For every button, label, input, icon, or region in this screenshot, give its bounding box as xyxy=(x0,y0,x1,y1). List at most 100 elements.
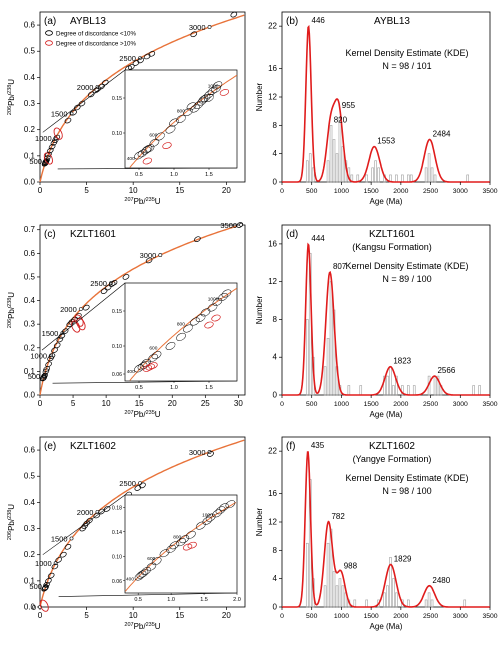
histogram-bar xyxy=(326,160,330,183)
age-label: 1500 xyxy=(51,109,68,118)
concordant-ellipse xyxy=(55,557,62,563)
inset-concordant-ellipse xyxy=(212,509,223,518)
inset-y-tick-label: 0.10 xyxy=(112,554,122,560)
concordant-ellipse xyxy=(100,288,108,294)
peak-label: 820 xyxy=(334,115,348,124)
inset-y-tick-label: 0.10 xyxy=(112,344,122,350)
histogram-bar xyxy=(430,167,434,183)
inset-concordant-ellipse xyxy=(176,538,186,547)
x-tick-label: 5 xyxy=(84,186,89,195)
inset-concordant-ellipse xyxy=(218,293,228,301)
y-tick-label: 0.2 xyxy=(24,343,36,352)
inset-discordant-ellipse xyxy=(187,541,197,549)
peak-label: 807 xyxy=(333,262,347,271)
peak-label: 1553 xyxy=(377,137,395,146)
inset-discordant-ellipse xyxy=(142,157,153,165)
concordant-ellipse xyxy=(122,274,130,280)
histogram-bar xyxy=(305,160,309,183)
concordant-ellipse xyxy=(47,572,55,579)
inset-age-label: 1000 xyxy=(208,84,219,90)
panel-letter: (e) xyxy=(44,441,56,452)
concordant-ellipse xyxy=(104,284,112,291)
inset-concordant-ellipse xyxy=(146,562,157,571)
y-tick-label: 0.7 xyxy=(24,225,36,234)
inset-concordant-ellipse xyxy=(165,125,176,134)
inset-y-tick-label: 0.15 xyxy=(112,309,122,315)
concordant-ellipse xyxy=(48,353,56,359)
concordant-ellipse xyxy=(75,313,82,319)
inset-panel: 0.5 1.0 1.5 0.06 0.10 0.15 400 600 800 1000 xyxy=(41,282,238,391)
y-tick-label: 12 xyxy=(268,93,277,102)
histogram-bar xyxy=(433,174,437,183)
age-label: 3000 xyxy=(140,251,157,260)
peak-label: 988 xyxy=(344,562,358,571)
concordia-panel-e: 0 5 10 15 20 0.0 0.1 0.2 0.3 0.4 0.5 0.6 207Pb/235U 2… xyxy=(7,436,246,631)
x-tick-label: 3500 xyxy=(482,613,497,620)
inset-concordant-ellipse xyxy=(193,101,204,109)
inset-concordant-ellipse xyxy=(195,521,206,530)
histogram-bar xyxy=(389,366,392,396)
n-count: N = 98 / 101 xyxy=(382,61,431,71)
x-tick-label: 5 xyxy=(84,611,89,620)
histogram-bar xyxy=(365,599,368,608)
histogram-bar xyxy=(326,338,330,396)
histogram-bar xyxy=(359,385,363,396)
n-count: N = 98 / 100 xyxy=(382,486,431,496)
y-axis-label: Number xyxy=(255,507,264,536)
inset-age-label: 400 xyxy=(127,369,135,375)
concordant-ellipse xyxy=(108,281,116,287)
y-tick-label: 0.6 xyxy=(24,446,36,455)
histogram-bar xyxy=(347,385,351,396)
histogram-bar xyxy=(427,153,431,183)
y-tick-label: 0 xyxy=(273,603,278,612)
y-tick-label: 0.6 xyxy=(24,21,36,30)
histogram-bar xyxy=(472,385,475,396)
x-axis-label: 207Pb/235U xyxy=(124,197,160,206)
histogram-bar xyxy=(424,167,428,183)
inset-panel: 0.5 1.0 1.5 2.00.060.100.140.18400600800100… xyxy=(42,494,241,603)
age-marker xyxy=(69,536,74,541)
x-tick-label: 3000 xyxy=(453,188,468,195)
inset-age-label: 600 xyxy=(149,346,157,352)
x-axis-label: 207Pb/235U xyxy=(124,622,160,631)
concordant-ellipse xyxy=(230,11,238,18)
histogram-bar xyxy=(436,375,440,396)
x-tick-label: 0 xyxy=(38,611,43,620)
y-tick-label: 0.4 xyxy=(24,296,36,305)
age-label: 1000 xyxy=(35,559,52,568)
concordant-ellipse xyxy=(45,578,52,584)
histogram-bar xyxy=(430,599,434,608)
histogram-bar xyxy=(335,585,339,608)
y-tick-label: 0.0 xyxy=(24,603,36,612)
histogram-bar xyxy=(323,585,327,608)
concordant-ellipse xyxy=(143,53,151,60)
x-tick-label: 15 xyxy=(135,399,144,408)
age-label: 1000 xyxy=(30,351,47,360)
histogram-bar xyxy=(386,585,389,608)
y-tick-label: 0 xyxy=(273,391,278,400)
y-tick-label: 16 xyxy=(268,489,277,498)
histogram-bar xyxy=(371,167,374,183)
inset-concordant-ellipse xyxy=(134,364,144,373)
histogram-bar xyxy=(332,571,336,608)
age-label: 2500 xyxy=(90,279,107,288)
zoom-line xyxy=(58,592,238,597)
inset-concordant-ellipse xyxy=(195,314,206,322)
y-tick-label: 16 xyxy=(268,64,277,73)
panel-letter: (d) xyxy=(286,229,298,240)
concordant-ellipse xyxy=(42,159,49,166)
histogram-bar xyxy=(326,542,330,608)
age-label: 500 xyxy=(28,372,41,381)
discordant-ellipse xyxy=(39,599,49,612)
histogram-bar xyxy=(305,319,309,396)
x-tick-label: 1000 xyxy=(334,401,349,408)
inset-concordant-ellipse xyxy=(169,118,179,127)
histogram-bar xyxy=(392,385,395,396)
age-marker xyxy=(78,307,83,312)
x-tick-label: 1500 xyxy=(364,401,379,408)
age-label: 0 xyxy=(32,603,36,612)
x-tick-label: 500 xyxy=(306,401,318,408)
inset-concordant-ellipse xyxy=(169,541,180,550)
age-marker xyxy=(207,25,212,29)
x-tick-label: 10 xyxy=(129,186,138,195)
